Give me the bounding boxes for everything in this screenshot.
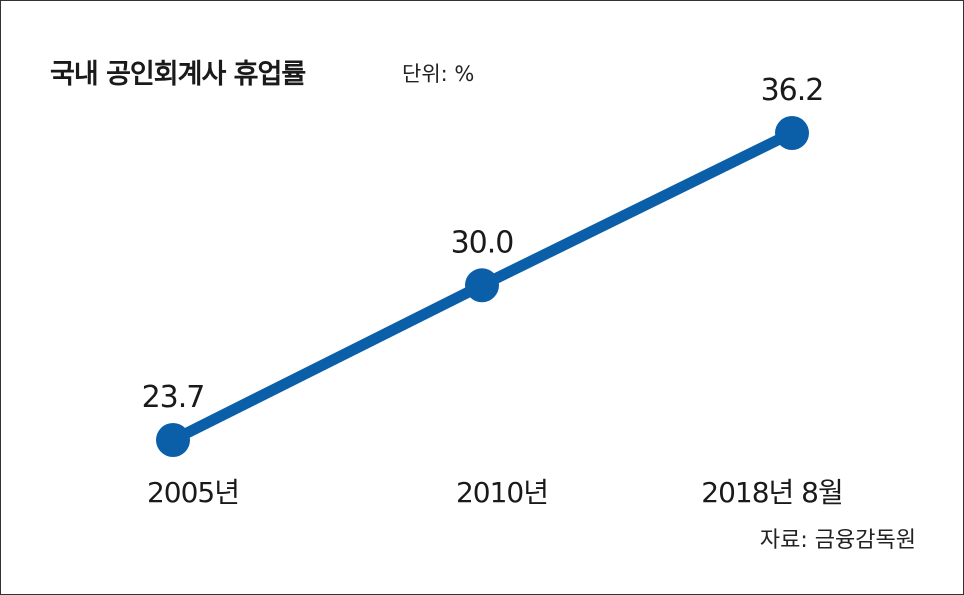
source-label: 자료: 금융감독원	[759, 528, 916, 553]
data-label-1: 30.0	[451, 225, 514, 260]
x-tick-label-2: 2018년 8월	[701, 476, 843, 509]
data-label-2: 36.2	[761, 73, 824, 108]
chart-title: 국내 공인회계사 휴업률	[50, 59, 306, 90]
data-point-1	[465, 268, 499, 303]
unit-label: 단위: %	[402, 62, 475, 86]
data-point-0	[156, 423, 190, 457]
data-label-0: 23.7	[142, 380, 205, 415]
data-point-2	[775, 116, 809, 150]
x-tick-label-0: 2005년	[147, 476, 239, 509]
x-tick-label-1: 2010년	[456, 476, 548, 509]
